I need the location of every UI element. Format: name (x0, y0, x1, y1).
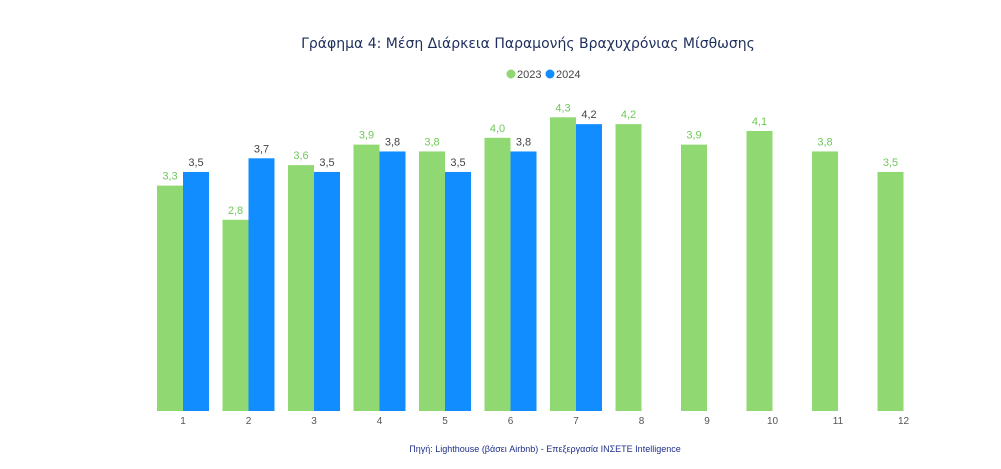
value-label-2023-1: 3,3 (162, 171, 177, 183)
value-label-2024-3: 3,5 (319, 157, 334, 169)
value-label-2023-10: 4,1 (752, 116, 767, 128)
bar-2023-8 (615, 124, 642, 411)
value-label-2024-6: 3,8 (516, 136, 531, 148)
bar-2023-10 (746, 130, 773, 411)
x-tick-1: 1 (180, 416, 186, 427)
value-label-2023-2: 2,8 (228, 205, 243, 217)
x-tick-4: 4 (377, 416, 383, 427)
bar-2024-6 (510, 151, 537, 411)
x-tick-10: 10 (767, 416, 779, 427)
bar-2024-5 (445, 171, 471, 411)
value-label-2023-5: 3,8 (424, 136, 439, 148)
x-tick-3: 3 (311, 416, 317, 427)
value-labels-group: 3,3 3,5 2,8 3,7 3,6 3,5 3,9 3,8 3,8 3,5 4,0 3,8 4,3 4… (162, 102, 898, 216)
value-label-2023-7: 4,3 (555, 102, 570, 114)
value-label-2023-11: 3,8 (817, 136, 832, 148)
chart-title: Γράφημα 4: Μέση Διάρκεια Παραμονής Βραχυ… (301, 36, 755, 52)
bar-2024-1 (183, 171, 209, 411)
value-label-2023-8: 4,2 (621, 109, 636, 121)
x-tick-8: 8 (639, 416, 645, 427)
value-label-2023-12: 3,5 (883, 157, 898, 169)
value-label-2024-2: 3,7 (254, 143, 269, 155)
chart-source: Πηγή: Lighthouse (βάσει Airbnb) - Επεξερ… (409, 444, 680, 454)
legend-label-2023: 2023 (517, 69, 541, 81)
bar-2024-3 (314, 171, 340, 411)
bar-2023-3 (288, 165, 314, 411)
bar-2024-7 (576, 124, 602, 411)
x-tick-5: 5 (442, 416, 448, 427)
value-label-2023-3: 3,6 (293, 150, 308, 162)
bar-2023-11 (812, 151, 838, 411)
x-tick-12: 12 (898, 416, 910, 427)
x-tick-7: 7 (573, 416, 579, 427)
x-tick-2: 2 (246, 416, 252, 427)
value-label-2023-6: 4,0 (490, 123, 505, 135)
x-axis-ticks: 1 2 3 4 5 6 7 8 9 10 11 12 (180, 416, 909, 427)
legend-marker-2024 (545, 69, 555, 79)
bar-2023-4 (353, 144, 380, 411)
value-label-2023-9: 3,9 (686, 130, 701, 142)
legend-marker-2023 (506, 69, 516, 79)
bar-2023-5 (419, 151, 445, 411)
bar-2023-6 (484, 137, 511, 412)
legend: 2023 2024 (506, 69, 580, 81)
bar-2024-4 (379, 151, 406, 411)
bars-group (157, 117, 904, 412)
bar-2023-12 (877, 171, 904, 411)
bar-2023-7 (550, 117, 576, 411)
x-tick-6: 6 (508, 416, 514, 427)
value-label-2023-4: 3,9 (359, 130, 374, 142)
x-tick-11: 11 (833, 416, 844, 427)
value-label-2024-1: 3,5 (188, 157, 203, 169)
x-tick-9: 9 (704, 416, 710, 427)
value-label-2024-4: 3,8 (385, 136, 400, 148)
bar-2024-2 (248, 158, 275, 411)
legend-label-2024: 2024 (556, 69, 580, 81)
bar-2023-9 (681, 144, 707, 411)
bar-2023-1 (157, 185, 183, 411)
value-label-2024-7: 4,2 (581, 109, 596, 121)
value-label-2024-5: 3,5 (450, 157, 465, 169)
bar-2023-2 (222, 219, 249, 411)
